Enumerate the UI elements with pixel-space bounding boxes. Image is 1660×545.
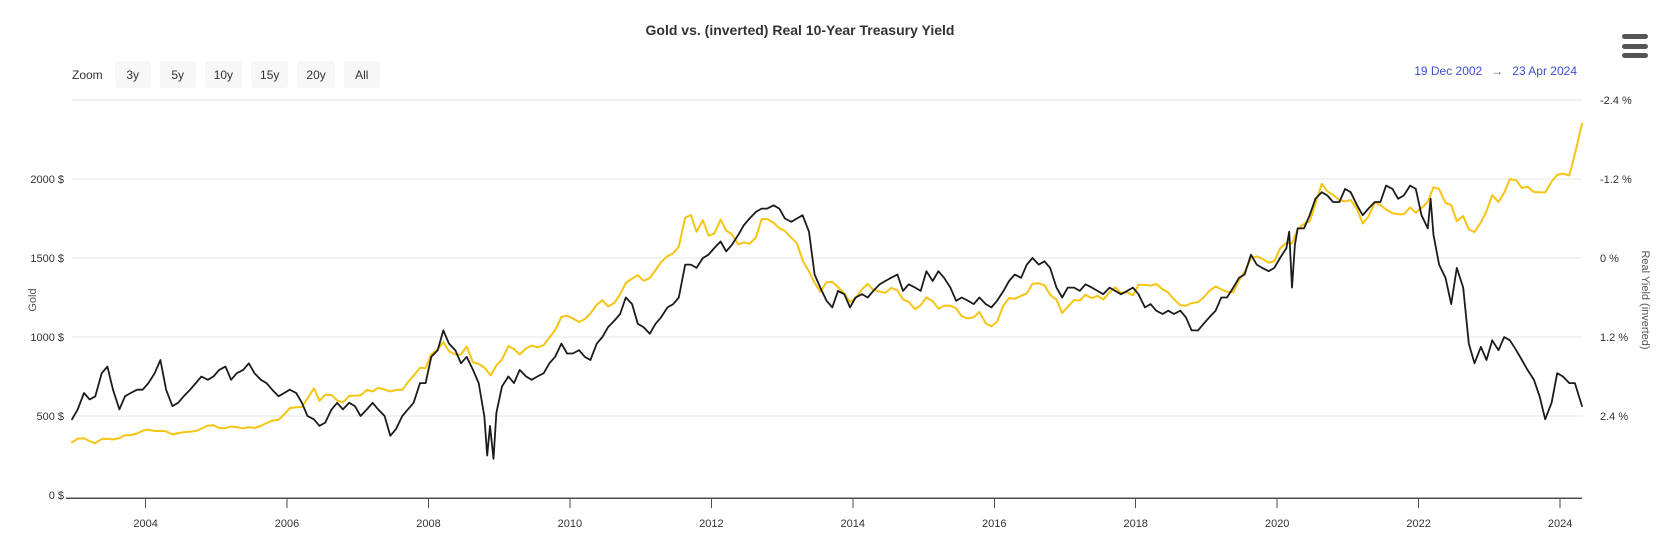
- zoom-label: Zoom: [72, 67, 103, 82]
- gold-series-line[interactable]: [71, 122, 1583, 445]
- y-axis-right-tick-label: 1.2 %: [1600, 332, 1628, 344]
- x-axis-tick-label: 2006: [275, 518, 299, 530]
- y-axis-left-tick-label: 500 $: [36, 411, 64, 423]
- y-axis-right-tick-label: 0 %: [1600, 253, 1619, 265]
- zoom-button-15y[interactable]: 15y: [251, 61, 289, 88]
- x-axis-tick-label: 2022: [1406, 518, 1430, 530]
- x-axis-tick-label: 2018: [1123, 518, 1147, 530]
- x-axis-tick-label: 2024: [1548, 518, 1572, 530]
- x-axis-tick-label: 2016: [982, 518, 1006, 530]
- zoom-button-5y[interactable]: 5y: [159, 61, 196, 88]
- y-axis-left-tick-label: 2000 $: [30, 174, 64, 186]
- y-axis-right-tick-label: 2.4 %: [1600, 411, 1628, 423]
- hamburger-bar: [1622, 34, 1648, 39]
- arrow-right-icon: →: [1491, 64, 1504, 78]
- y-axis-right-tick-label: -1.2 %: [1600, 174, 1632, 186]
- zoom-button-10y[interactable]: 10y: [204, 61, 243, 88]
- x-axis-tick-label: 2012: [699, 518, 723, 530]
- chart-title: Gold vs. (inverted) Real 10-Year Treasur…: [645, 22, 955, 38]
- zoom-button-20y[interactable]: 20y: [297, 61, 335, 88]
- date-range: 19 Dec 2002 → 23 Apr 2024: [1414, 64, 1577, 78]
- zoom-button-3y[interactable]: 3y: [114, 61, 151, 88]
- range-selector: Zoom 3y 5y 10y 15y 20y All: [72, 61, 380, 88]
- x-axis-tick-label: 2008: [416, 518, 440, 530]
- y-axis-left-tick-label: 1500 $: [30, 253, 64, 265]
- hamburger-menu-icon[interactable]: [1622, 34, 1648, 58]
- y-axis-left-tick-label: 1000 $: [30, 332, 64, 344]
- x-axis-tick-label: 2020: [1265, 518, 1289, 530]
- x-axis-tick-label: 2014: [841, 518, 865, 530]
- y-axis-right-tick-label: -2.4 %: [1600, 95, 1632, 107]
- date-range-end[interactable]: 23 Apr 2024: [1512, 64, 1577, 78]
- zoom-button-all[interactable]: All: [343, 61, 380, 88]
- y-axis-left-tick-label: 0 $: [49, 490, 64, 502]
- x-axis-tick-label: 2010: [558, 518, 582, 530]
- hamburger-bar: [1622, 53, 1648, 58]
- hamburger-bar: [1622, 43, 1648, 49]
- real-yield-series-line[interactable]: [71, 184, 1583, 460]
- x-axis-tick-label: 2004: [133, 518, 157, 530]
- date-range-start[interactable]: 19 Dec 2002: [1414, 64, 1483, 78]
